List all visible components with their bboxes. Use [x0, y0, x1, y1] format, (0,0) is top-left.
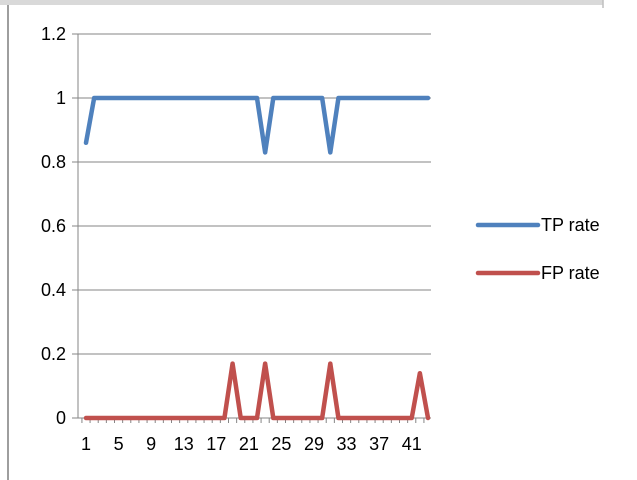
y-tick-label: 0.2 — [41, 344, 66, 364]
x-tick-label: 25 — [271, 434, 291, 454]
series-line-fp-rate — [83, 361, 431, 421]
x-tick-label: 41 — [402, 434, 422, 454]
x-tick-label: 13 — [174, 434, 194, 454]
x-tick-label: 37 — [369, 434, 389, 454]
y-tick-label: 1 — [56, 88, 66, 108]
x-tick-label: 9 — [146, 434, 156, 454]
x-tick-label: 1 — [81, 434, 91, 454]
top-border-strip — [0, 0, 603, 5]
legend: TP rate FP rate — [475, 215, 600, 283]
x-tick-label: 33 — [337, 434, 357, 454]
series-line-tp-rate — [83, 95, 431, 155]
gridlines — [78, 33, 431, 355]
y-tick-label: 0 — [56, 408, 66, 428]
series-lines — [83, 95, 431, 421]
legend-label: TP rate — [541, 215, 600, 235]
y-tick-label: 1.2 — [41, 24, 66, 44]
x-tick-label: 29 — [304, 434, 324, 454]
x-tick-label: 5 — [114, 434, 124, 454]
y-tick-label: 0.6 — [41, 216, 66, 236]
x-tick-label: 17 — [206, 434, 226, 454]
y-tick-label: 0.4 — [41, 280, 66, 300]
axes: 0 0.2 0.4 0.6 0.8 1 1.2 1 5 9 13 17 21 25 29 33 37 41 — [41, 24, 431, 454]
legend-label: FP rate — [541, 263, 600, 283]
y-tick-label: 0.8 — [41, 152, 66, 172]
x-tick-label: 21 — [239, 434, 259, 454]
